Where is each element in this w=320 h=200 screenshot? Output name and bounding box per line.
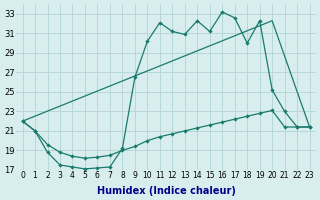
X-axis label: Humidex (Indice chaleur): Humidex (Indice chaleur) xyxy=(97,186,236,196)
